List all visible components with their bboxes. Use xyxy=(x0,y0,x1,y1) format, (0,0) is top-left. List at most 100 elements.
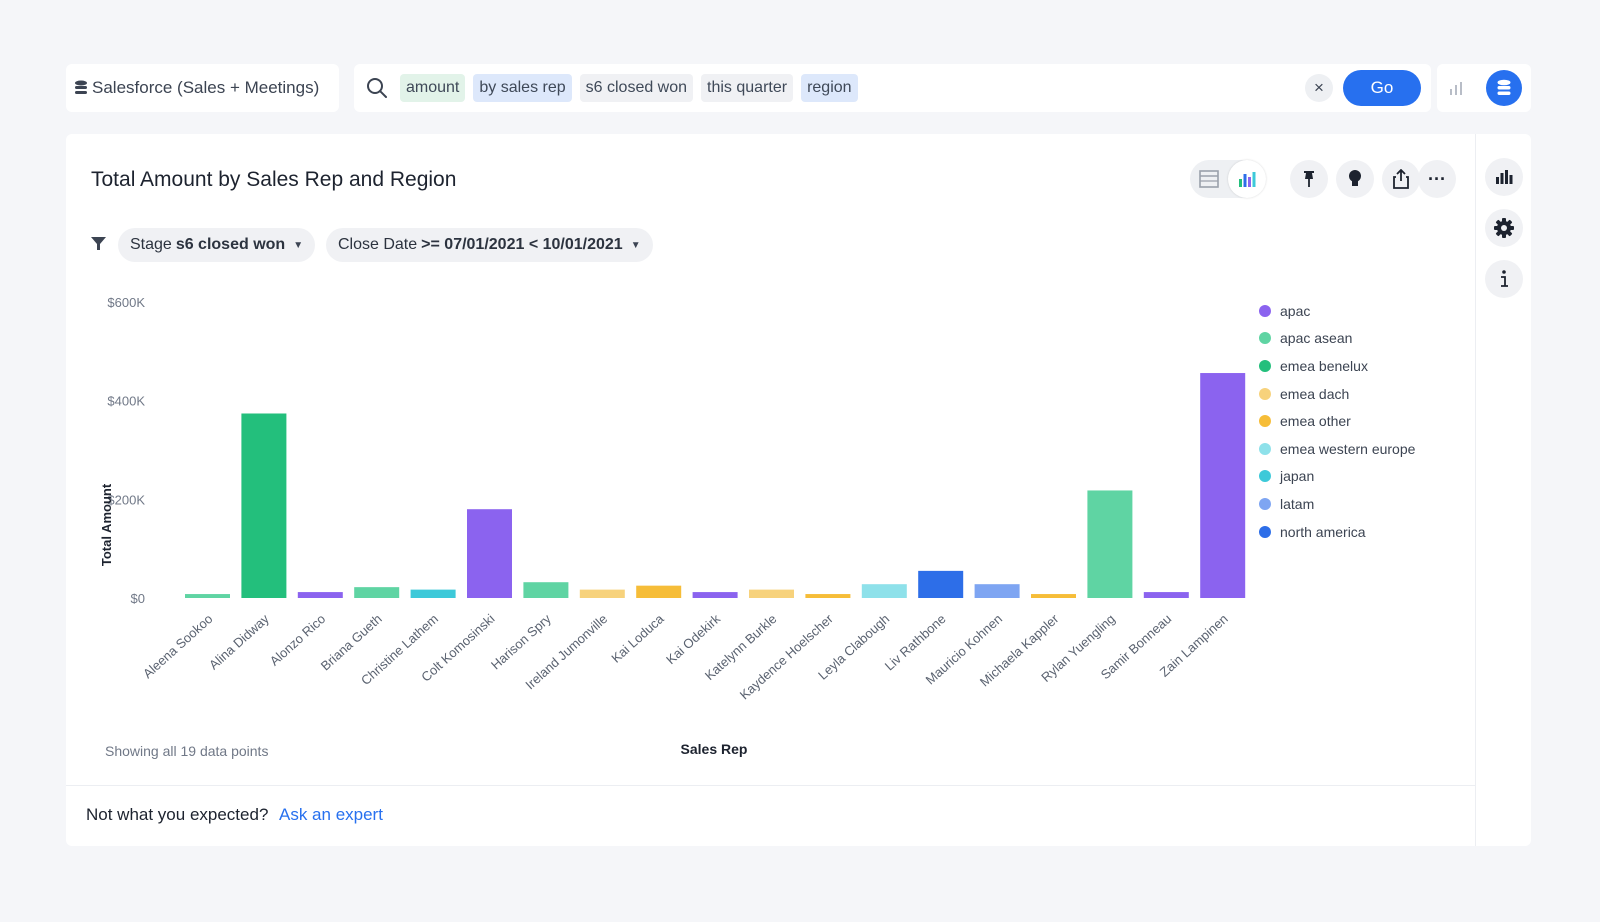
legend-swatch xyxy=(1259,497,1271,510)
spotiq-button[interactable] xyxy=(1336,160,1374,198)
legend-swatch xyxy=(1259,304,1271,317)
legend-item[interactable]: apac xyxy=(1259,297,1415,325)
y-axis-label: Total Amount xyxy=(99,483,114,566)
answer-title: Total Amount by Sales Rep and Region xyxy=(91,168,457,191)
legend-label: japan xyxy=(1280,468,1315,485)
search-bar[interactable]: amount by sales rep s6 closed won this q… xyxy=(354,64,1431,112)
bar-chart-icon xyxy=(1496,170,1513,184)
bar[interactable] xyxy=(918,570,964,598)
legend-item[interactable]: apac asean xyxy=(1259,325,1415,353)
search-token[interactable]: this quarter xyxy=(701,74,794,102)
bar[interactable] xyxy=(297,592,343,598)
share-icon xyxy=(1393,169,1409,189)
y-tick-label: $0 xyxy=(131,591,145,606)
bar[interactable] xyxy=(579,589,625,598)
legend-item[interactable]: emea benelux xyxy=(1259,352,1415,380)
pin-button[interactable] xyxy=(1290,160,1328,198)
share-button[interactable] xyxy=(1382,160,1420,198)
legend-swatch xyxy=(1259,470,1271,483)
chart-view-button[interactable] xyxy=(1228,160,1266,198)
bar[interactable] xyxy=(749,589,794,598)
legend-label: emea benelux xyxy=(1280,357,1368,374)
bar[interactable] xyxy=(805,594,851,598)
go-button[interactable]: Go xyxy=(1343,70,1421,106)
bar-chart-icon[interactable] xyxy=(1447,79,1467,97)
legend-label: emea western europe xyxy=(1280,440,1416,457)
datasource-label: Salesforce (Sales + Meetings) xyxy=(92,78,320,97)
search-token[interactable]: amount xyxy=(400,74,466,102)
x-tick-label: Kaydence Hoelscher xyxy=(737,611,837,703)
y-tick-label: $200K xyxy=(107,492,145,507)
legend-swatch xyxy=(1259,442,1271,455)
table-icon xyxy=(1199,170,1219,188)
datasource-selector[interactable]: Salesforce (Sales + Meetings) xyxy=(66,64,339,112)
chart-legend: apac apac asean emea benelux emea dach emea … xyxy=(1259,297,1415,545)
datasource-avatar[interactable] xyxy=(1485,70,1522,106)
y-tick-label: $600K xyxy=(107,295,145,310)
legend-item[interactable]: latam xyxy=(1259,490,1415,518)
bar[interactable] xyxy=(974,584,1020,598)
legend-label: north america xyxy=(1280,523,1366,540)
filter-chip-stage[interactable]: Stage s6 closed won ▼ xyxy=(118,228,316,262)
bar[interactable] xyxy=(1087,490,1133,598)
settings-button[interactable] xyxy=(1485,209,1523,247)
bar[interactable] xyxy=(1200,373,1246,598)
data-points-note: Showing all 19 data points xyxy=(105,743,269,759)
legend-label: latam xyxy=(1280,495,1315,512)
info-button[interactable] xyxy=(1485,260,1523,298)
bar[interactable] xyxy=(1143,592,1189,598)
legend-item[interactable]: emea dach xyxy=(1259,380,1415,408)
ask-expert-link[interactable]: Ask an expert xyxy=(279,805,383,824)
legend-swatch xyxy=(1259,359,1271,372)
x-tick-label: Alina Didway xyxy=(206,611,272,673)
header-actions xyxy=(1437,64,1531,112)
legend-swatch xyxy=(1259,387,1271,400)
legend-label: emea dach xyxy=(1280,385,1350,402)
x-tick-label: Kai Odekirk xyxy=(663,611,723,667)
chart-type-button[interactable] xyxy=(1485,158,1523,196)
bar[interactable] xyxy=(1031,594,1076,598)
x-tick-label: Kai Loduca xyxy=(608,611,667,666)
bar[interactable] xyxy=(354,587,400,598)
filter-prefix: Close Date xyxy=(338,236,418,253)
database-icon xyxy=(1497,79,1510,95)
more-button[interactable]: ··· xyxy=(1418,160,1456,198)
search-token[interactable]: s6 closed won xyxy=(579,74,694,102)
x-axis-label: Sales Rep xyxy=(681,741,748,757)
legend-swatch xyxy=(1259,415,1271,428)
filter-chip-close-date[interactable]: Close Date >= 07/01/2021 < 10/01/2021 ▼ xyxy=(326,228,653,262)
y-tick-label: $400K xyxy=(107,394,145,409)
pin-icon xyxy=(1304,171,1314,187)
legend-swatch xyxy=(1259,332,1271,345)
legend-item[interactable]: emea other xyxy=(1259,407,1415,435)
bar[interactable] xyxy=(692,592,738,598)
bar[interactable] xyxy=(636,585,682,598)
search-token[interactable]: region xyxy=(801,74,858,102)
card-divider xyxy=(1475,134,1476,846)
legend-item[interactable]: north america xyxy=(1259,518,1415,546)
bar[interactable] xyxy=(523,582,569,598)
table-view-button[interactable] xyxy=(1190,160,1228,198)
legend-item[interactable]: emea western europe xyxy=(1259,435,1415,463)
gear-icon xyxy=(1494,218,1514,238)
legend-item[interactable]: japan xyxy=(1259,463,1415,491)
bar[interactable] xyxy=(467,509,512,598)
lightbulb-icon xyxy=(1349,170,1361,186)
database-icon xyxy=(75,80,87,94)
legend-label: emea other xyxy=(1280,413,1351,430)
caret-down-icon: ▼ xyxy=(630,239,641,251)
bar[interactable] xyxy=(185,594,230,598)
filter-value: s6 closed won xyxy=(175,236,286,253)
legend-label: apac asean xyxy=(1280,330,1353,347)
card-divider xyxy=(66,785,1475,786)
view-toggle[interactable] xyxy=(1190,160,1266,198)
filter-value: >= 07/01/2021 < 10/01/2021 xyxy=(421,236,623,253)
bar[interactable] xyxy=(410,589,456,598)
bar[interactable] xyxy=(241,413,287,598)
bar[interactable] xyxy=(861,584,907,598)
info-icon xyxy=(1501,270,1508,287)
clear-search-button[interactable]: × xyxy=(1305,74,1333,102)
bar-chart-icon xyxy=(1239,172,1256,187)
filter-icon[interactable] xyxy=(91,237,106,251)
search-token[interactable]: by sales rep xyxy=(473,74,572,102)
